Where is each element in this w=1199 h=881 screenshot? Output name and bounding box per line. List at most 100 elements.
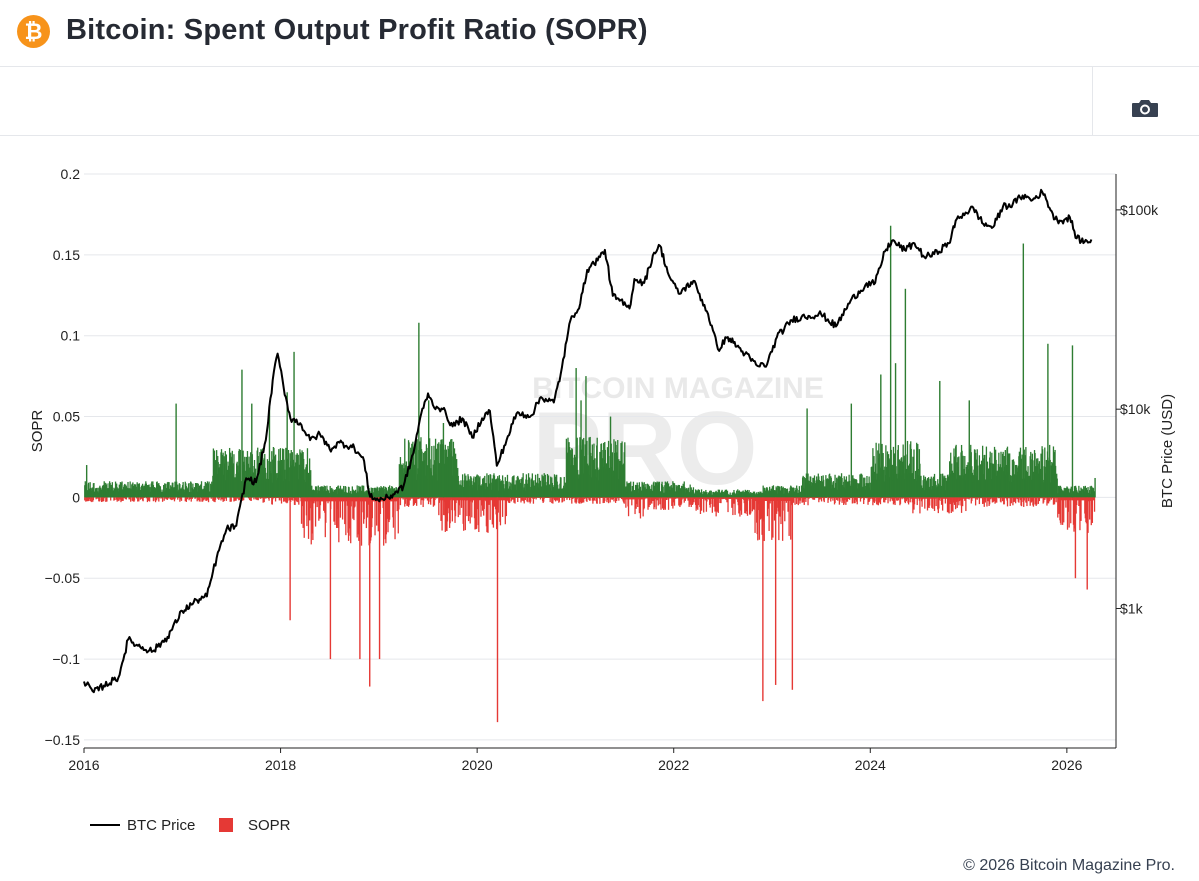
sopr-bar: [996, 497, 998, 503]
sopr-bar: [909, 497, 911, 503]
sopr-bar: [130, 497, 132, 502]
sopr-bar: [296, 497, 298, 502]
sopr-bar: [782, 497, 784, 511]
sopr-bar: [834, 497, 836, 503]
sopr-bar: [738, 490, 741, 498]
sopr-spike: [894, 363, 897, 498]
sopr-bar: [878, 497, 881, 502]
sopr-bar: [95, 497, 97, 500]
sopr-bar: [395, 497, 397, 502]
sopr-bar: [772, 497, 774, 538]
sopr-bar: [576, 497, 578, 500]
sopr-bar: [752, 497, 754, 510]
sopr-bar: [746, 497, 749, 516]
sopr-bar: [272, 497, 274, 500]
sopr-bar: [856, 497, 858, 505]
sopr-bar: [767, 497, 769, 509]
sopr-bar: [98, 497, 100, 502]
sopr-bar: [348, 497, 351, 529]
sopr-bar: [449, 497, 451, 524]
sopr-bar: [177, 497, 179, 500]
sopr-bar: [460, 497, 463, 508]
sopr-bar: [292, 497, 294, 501]
sopr-bar: [776, 487, 778, 498]
sopr-bar: [692, 487, 695, 498]
sopr-bar: [664, 481, 666, 498]
sopr-bar: [899, 497, 902, 504]
legend-sopr-label: SOPR: [248, 817, 291, 834]
sopr-bar: [193, 487, 196, 498]
sopr-bar: [408, 442, 410, 498]
sopr-bar: [233, 497, 235, 502]
sopr-bar: [839, 476, 842, 498]
sopr-bar: [1007, 453, 1010, 498]
sopr-bar: [820, 497, 823, 502]
sopr-bar: [265, 497, 267, 499]
legend[interactable]: BTC Price SOPR: [90, 817, 291, 834]
sopr-bar: [984, 497, 986, 503]
sopr-bar: [133, 497, 136, 501]
sopr-bar: [523, 497, 525, 504]
sopr-bar: [1021, 454, 1023, 498]
sopr-bar: [936, 497, 938, 499]
sopr-bar: [671, 497, 673, 506]
sopr-bar: [208, 481, 210, 498]
sopr-bar: [1053, 497, 1056, 505]
sopr-bar: [672, 497, 674, 509]
camera-icon[interactable]: [1130, 97, 1160, 119]
sopr-bar: [1006, 497, 1009, 507]
sopr-bar: [255, 497, 257, 500]
sopr-bar: [319, 487, 321, 498]
sopr-bar: [631, 497, 633, 506]
sopr-bar: [672, 497, 675, 503]
sopr-bar: [953, 497, 956, 505]
sopr-bar: [218, 497, 220, 500]
sopr-bar: [201, 497, 204, 502]
sopr-bar: [907, 497, 910, 505]
sopr-bar: [217, 497, 219, 499]
sopr-bar: [621, 441, 623, 498]
sopr-bar: [553, 497, 556, 501]
sopr-bar: [508, 497, 511, 504]
sopr-bar: [740, 497, 743, 515]
sopr-bar: [220, 497, 222, 501]
sopr-bar: [1065, 497, 1067, 508]
sopr-bar: [454, 497, 457, 517]
sopr-spike: [175, 403, 177, 498]
sopr-bar: [989, 497, 991, 505]
sopr-bar: [768, 497, 770, 531]
sopr-bar: [478, 497, 480, 533]
sopr-bar: [1046, 497, 1048, 506]
sopr-bar: [87, 497, 89, 502]
sopr-bar: [663, 497, 665, 509]
sopr-bar: [1004, 450, 1006, 498]
sopr-bar: [431, 446, 433, 498]
sopr-bar: [843, 476, 845, 498]
sopr-bar: [984, 454, 986, 498]
sopr-bar: [287, 497, 289, 501]
y-tick-label: −0.1: [52, 651, 80, 667]
sopr-bar: [511, 497, 513, 500]
sopr-bar: [845, 497, 847, 505]
sopr-bar: [664, 497, 666, 510]
legend-price-label: BTC Price: [127, 817, 195, 834]
sopr-bar: [643, 497, 645, 509]
sopr-spike: [428, 400, 430, 498]
sopr-bar: [776, 497, 778, 514]
sopr-bar: [266, 497, 269, 499]
sopr-bar: [436, 448, 438, 498]
sopr-bar: [236, 497, 238, 499]
sopr-spike: [1047, 343, 1049, 498]
sopr-bar: [827, 497, 830, 500]
sopr-bar: [490, 474, 492, 498]
sopr-bar: [260, 449, 263, 498]
sopr-bar: [750, 497, 752, 514]
sopr-bar: [733, 497, 735, 504]
sopr-bar: [177, 484, 179, 498]
sopr-bar: [392, 497, 395, 528]
sopr-bar: [493, 475, 496, 498]
sopr-bar: [507, 497, 510, 503]
sopr-bar: [965, 497, 967, 512]
sopr-bar: [1091, 497, 1094, 523]
copyright-footer: © 2026 Bitcoin Magazine Pro.: [963, 857, 1175, 874]
